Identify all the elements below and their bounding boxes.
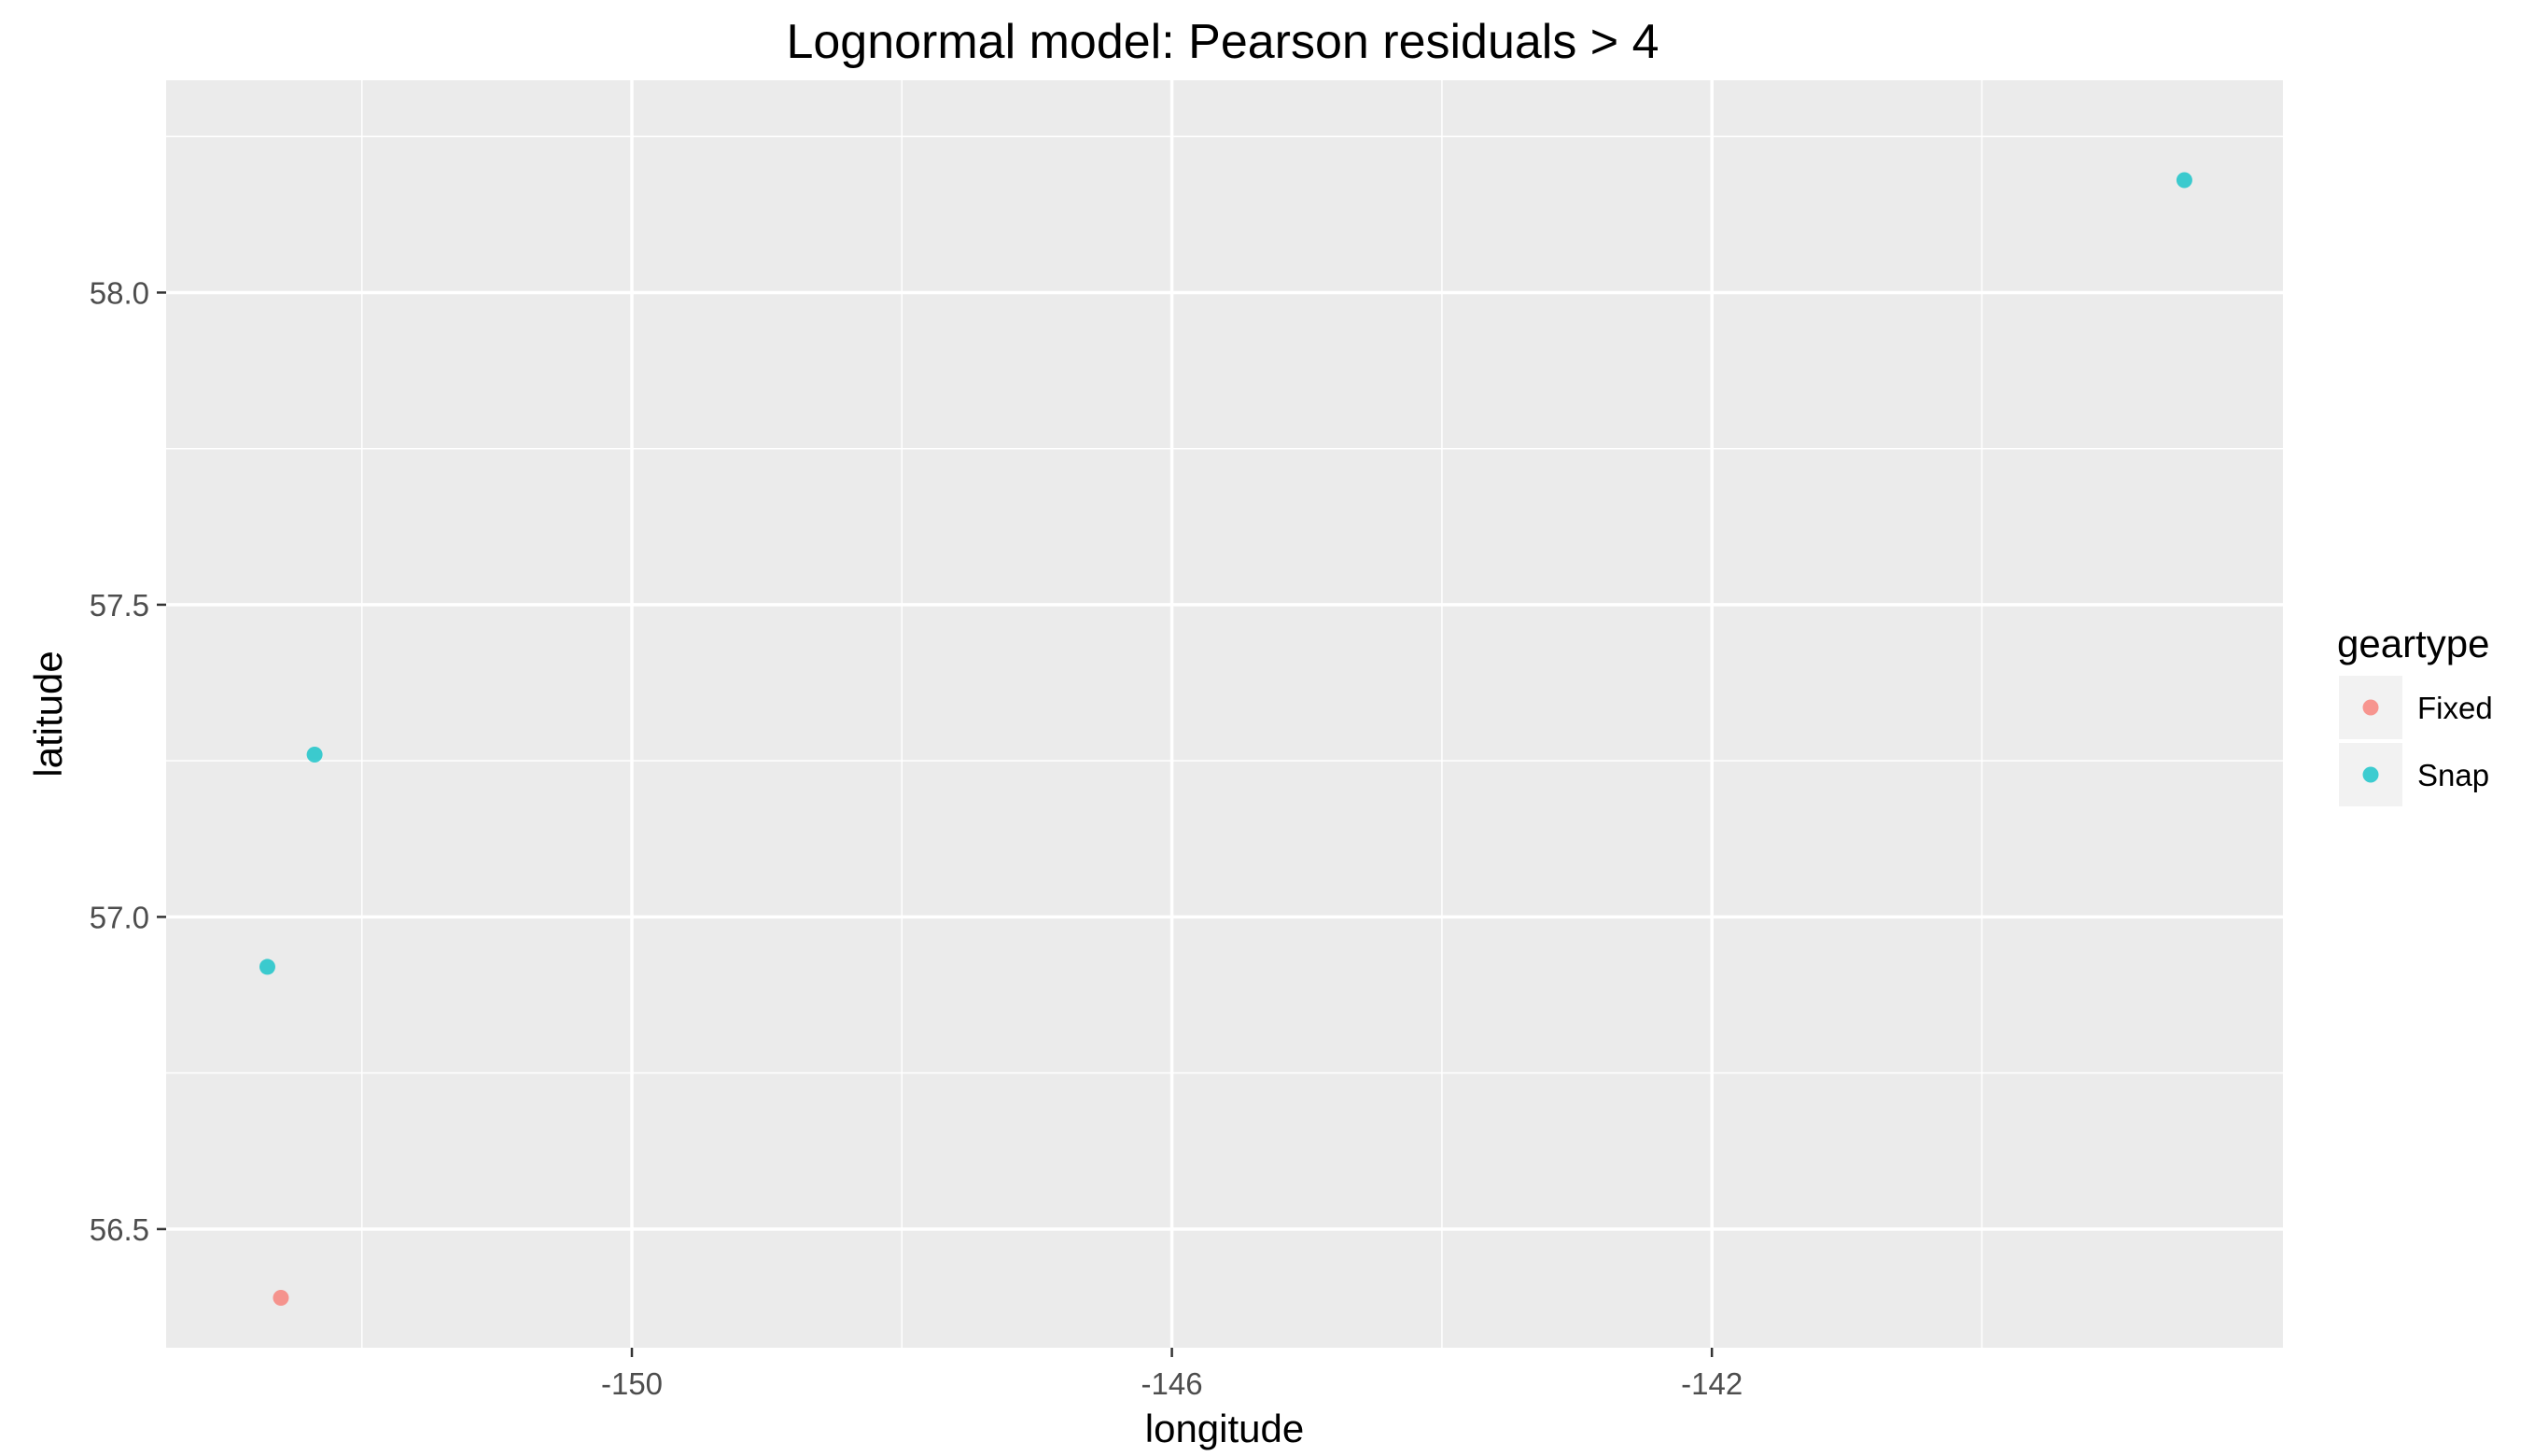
plot-panel	[166, 80, 2283, 1348]
data-point-snap	[259, 959, 275, 975]
data-points	[259, 172, 2192, 1306]
x-axis-label: longitude	[1145, 1407, 1304, 1450]
grid-major	[166, 80, 2283, 1348]
y-tick-label: 56.5	[90, 1212, 149, 1247]
y-tick-label: 58.0	[90, 275, 149, 310]
y-axis-label: latitude	[26, 651, 70, 777]
legend-label-snap: Snap	[2417, 758, 2489, 792]
legend-items: Fixed Snap	[2339, 676, 2493, 806]
x-axis: -150 -146 -142	[601, 1348, 1743, 1401]
x-tick-label: -146	[1141, 1366, 1203, 1401]
legend-label-fixed: Fixed	[2417, 691, 2493, 725]
legend: geartype Fixed Snap	[2337, 622, 2493, 806]
legend-symbol-snap	[2362, 766, 2379, 783]
data-point-snap	[306, 746, 323, 763]
data-point-fixed	[273, 1289, 289, 1306]
y-tick-label: 57.0	[90, 900, 149, 934]
x-tick-label: -150	[601, 1366, 663, 1401]
x-tick-label: -142	[1681, 1366, 1743, 1401]
chart-title: Lognormal model: Pearson residuals > 4	[786, 15, 1659, 69]
data-point-snap	[2176, 172, 2192, 189]
y-tick-label: 57.5	[90, 588, 149, 623]
legend-title: geartype	[2337, 622, 2489, 665]
legend-symbol-fixed	[2362, 699, 2379, 716]
y-axis: 56.5 57.0 57.5 58.0	[90, 275, 166, 1247]
